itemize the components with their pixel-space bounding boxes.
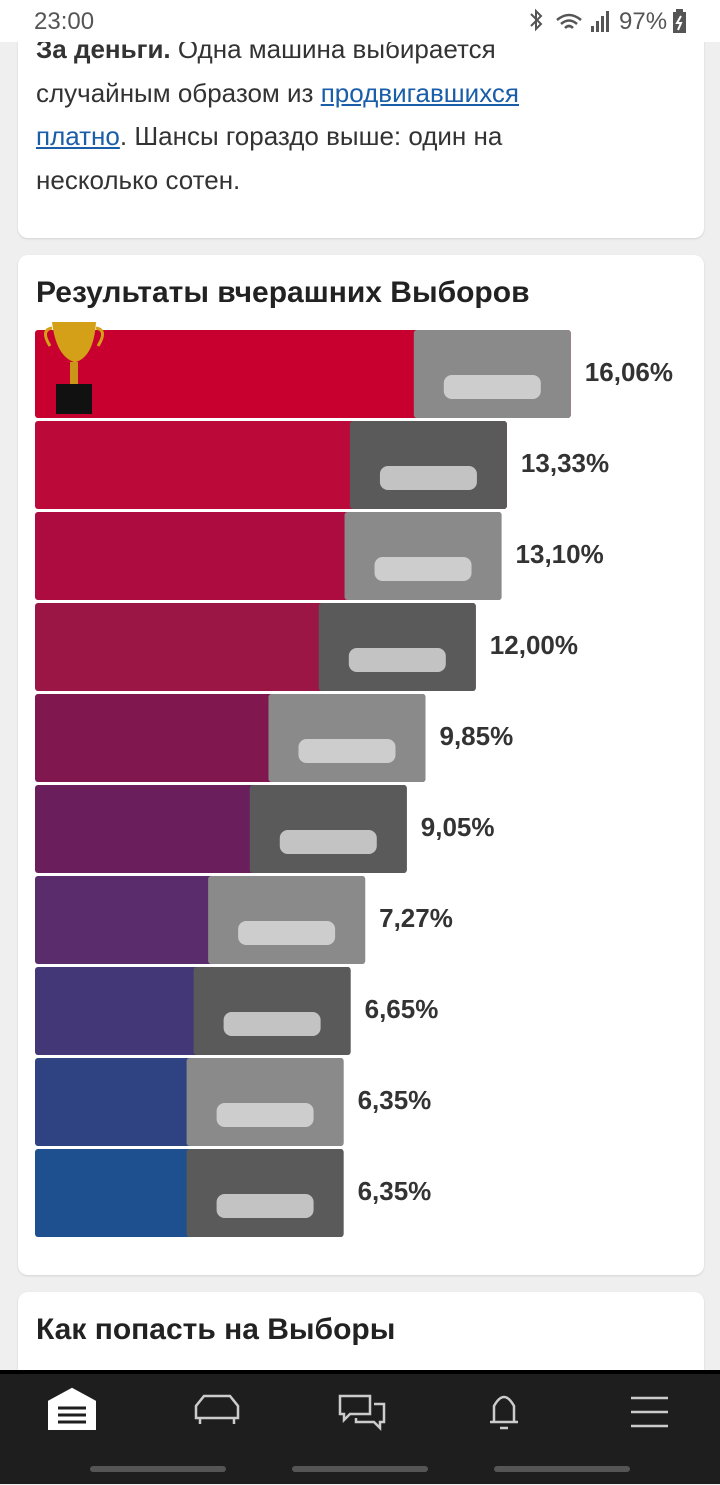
car-photo: [349, 421, 507, 509]
car-photo: [186, 1149, 344, 1237]
car-shape: [348, 648, 446, 672]
value-label: 13,10%: [516, 539, 604, 569]
car-shape: [379, 466, 477, 490]
nav-icons: [48, 1387, 668, 1472]
trophy-cup: [52, 322, 96, 362]
value-label: 6,65%: [365, 994, 439, 1024]
trophy-base: [56, 384, 92, 414]
time: 23:00: [34, 8, 95, 35]
value-label: 6,35%: [358, 1176, 432, 1206]
value-label: 13,33%: [521, 448, 609, 478]
trophy-icon: [44, 322, 104, 414]
car-photo: [249, 785, 407, 873]
garage-icon[interactable]: [48, 1387, 96, 1430]
car-shape: [216, 1194, 314, 1218]
car-icon[interactable]: [194, 1394, 240, 1424]
chart-title: Результаты вчерашних Выборов: [36, 276, 530, 309]
status-bar: 23:00 97%: [0, 0, 720, 42]
value-label: 7,27%: [379, 903, 453, 933]
value-label: 9,85%: [439, 721, 513, 751]
car-photo: [344, 512, 502, 600]
car-photo: [193, 967, 351, 1055]
section-title: Как попасть на Выборы: [36, 1313, 396, 1346]
bottom-nav: [0, 1370, 720, 1484]
value-label: 6,35%: [358, 1085, 432, 1115]
status-icons: [530, 8, 609, 32]
menu-icon[interactable]: [631, 1396, 668, 1428]
car-shape: [374, 557, 472, 581]
car-shape: [216, 1103, 314, 1127]
value-label: 12,00%: [490, 630, 578, 660]
intro-text: За деньги. Одна машина выбирается случай…: [36, 28, 601, 202]
value-label: 16,06%: [585, 357, 673, 387]
trophy-stem: [70, 362, 78, 384]
value-label: 9,05%: [421, 812, 495, 842]
car-shape: [223, 1012, 321, 1036]
trophy-handles: [44, 326, 104, 347]
bell-icon[interactable]: [490, 1395, 518, 1430]
car-shape: [298, 739, 396, 763]
chart: 16,06% 13,33% 13,10% 12,00% 9,85% 9,05% 7,27% 6…: [35, 322, 673, 1237]
car-photo: [268, 694, 426, 782]
intro-text-part: . Шансы гораздо выше: один на несколько …: [36, 121, 503, 195]
car-shape: [238, 921, 336, 945]
car-photo: [208, 876, 366, 964]
chat-icon[interactable]: [338, 1394, 386, 1432]
car-photo: [413, 330, 571, 418]
car-photo: [186, 1058, 344, 1146]
car-photo: [318, 603, 476, 691]
car-shape: [279, 830, 377, 854]
link[interactable]: продвигавшихся платно: [36, 77, 519, 152]
battery-icon: [673, 9, 686, 33]
battery: 97%: [619, 8, 668, 35]
car-shape: [443, 375, 541, 399]
